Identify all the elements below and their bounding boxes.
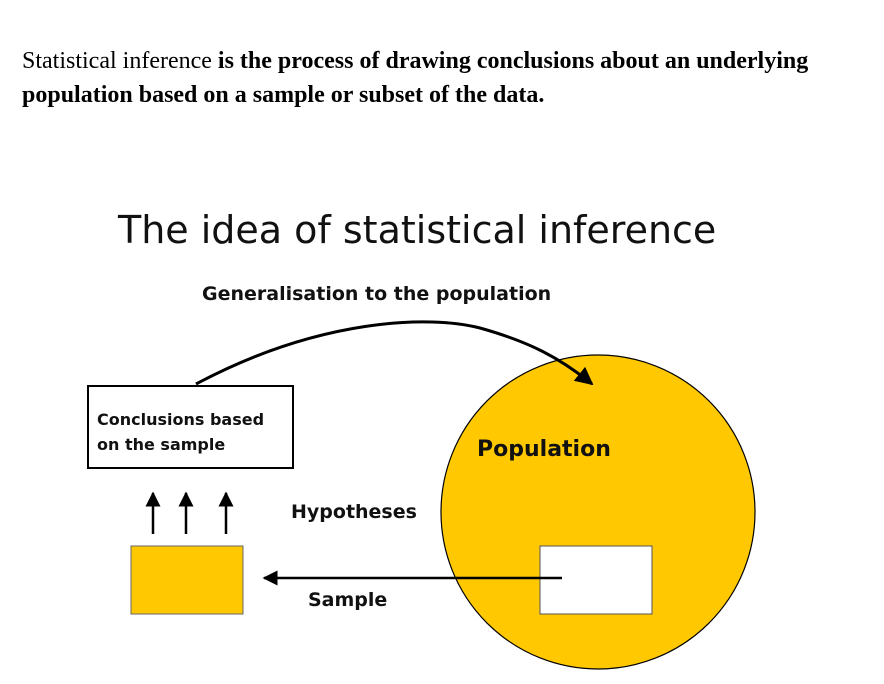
inference-arrows <box>145 491 234 534</box>
diagram-title: The idea of statistical inference <box>118 208 717 252</box>
sample-label: Sample <box>308 589 388 611</box>
population-circle <box>440 354 756 670</box>
population-label: Population <box>477 437 611 462</box>
intro-lead: Statistical inference <box>22 48 212 74</box>
intro-definition: is the process of drawing conclusions ab… <box>22 48 809 108</box>
sample-in-population <box>539 545 653 615</box>
generalisation-arrow <box>195 320 594 386</box>
conclusions-box: Conclusions based on the sample <box>87 385 294 469</box>
conclusions-line-1: Conclusions based <box>97 410 265 429</box>
conclusions-line-2: on the sample <box>97 435 226 454</box>
intro-paragraph: Statistical inference is the process of … <box>22 44 862 112</box>
generalisation-label: Generalisation to the population <box>202 283 552 305</box>
hypotheses-label: Hypotheses <box>291 501 417 523</box>
sample-box <box>130 545 244 615</box>
